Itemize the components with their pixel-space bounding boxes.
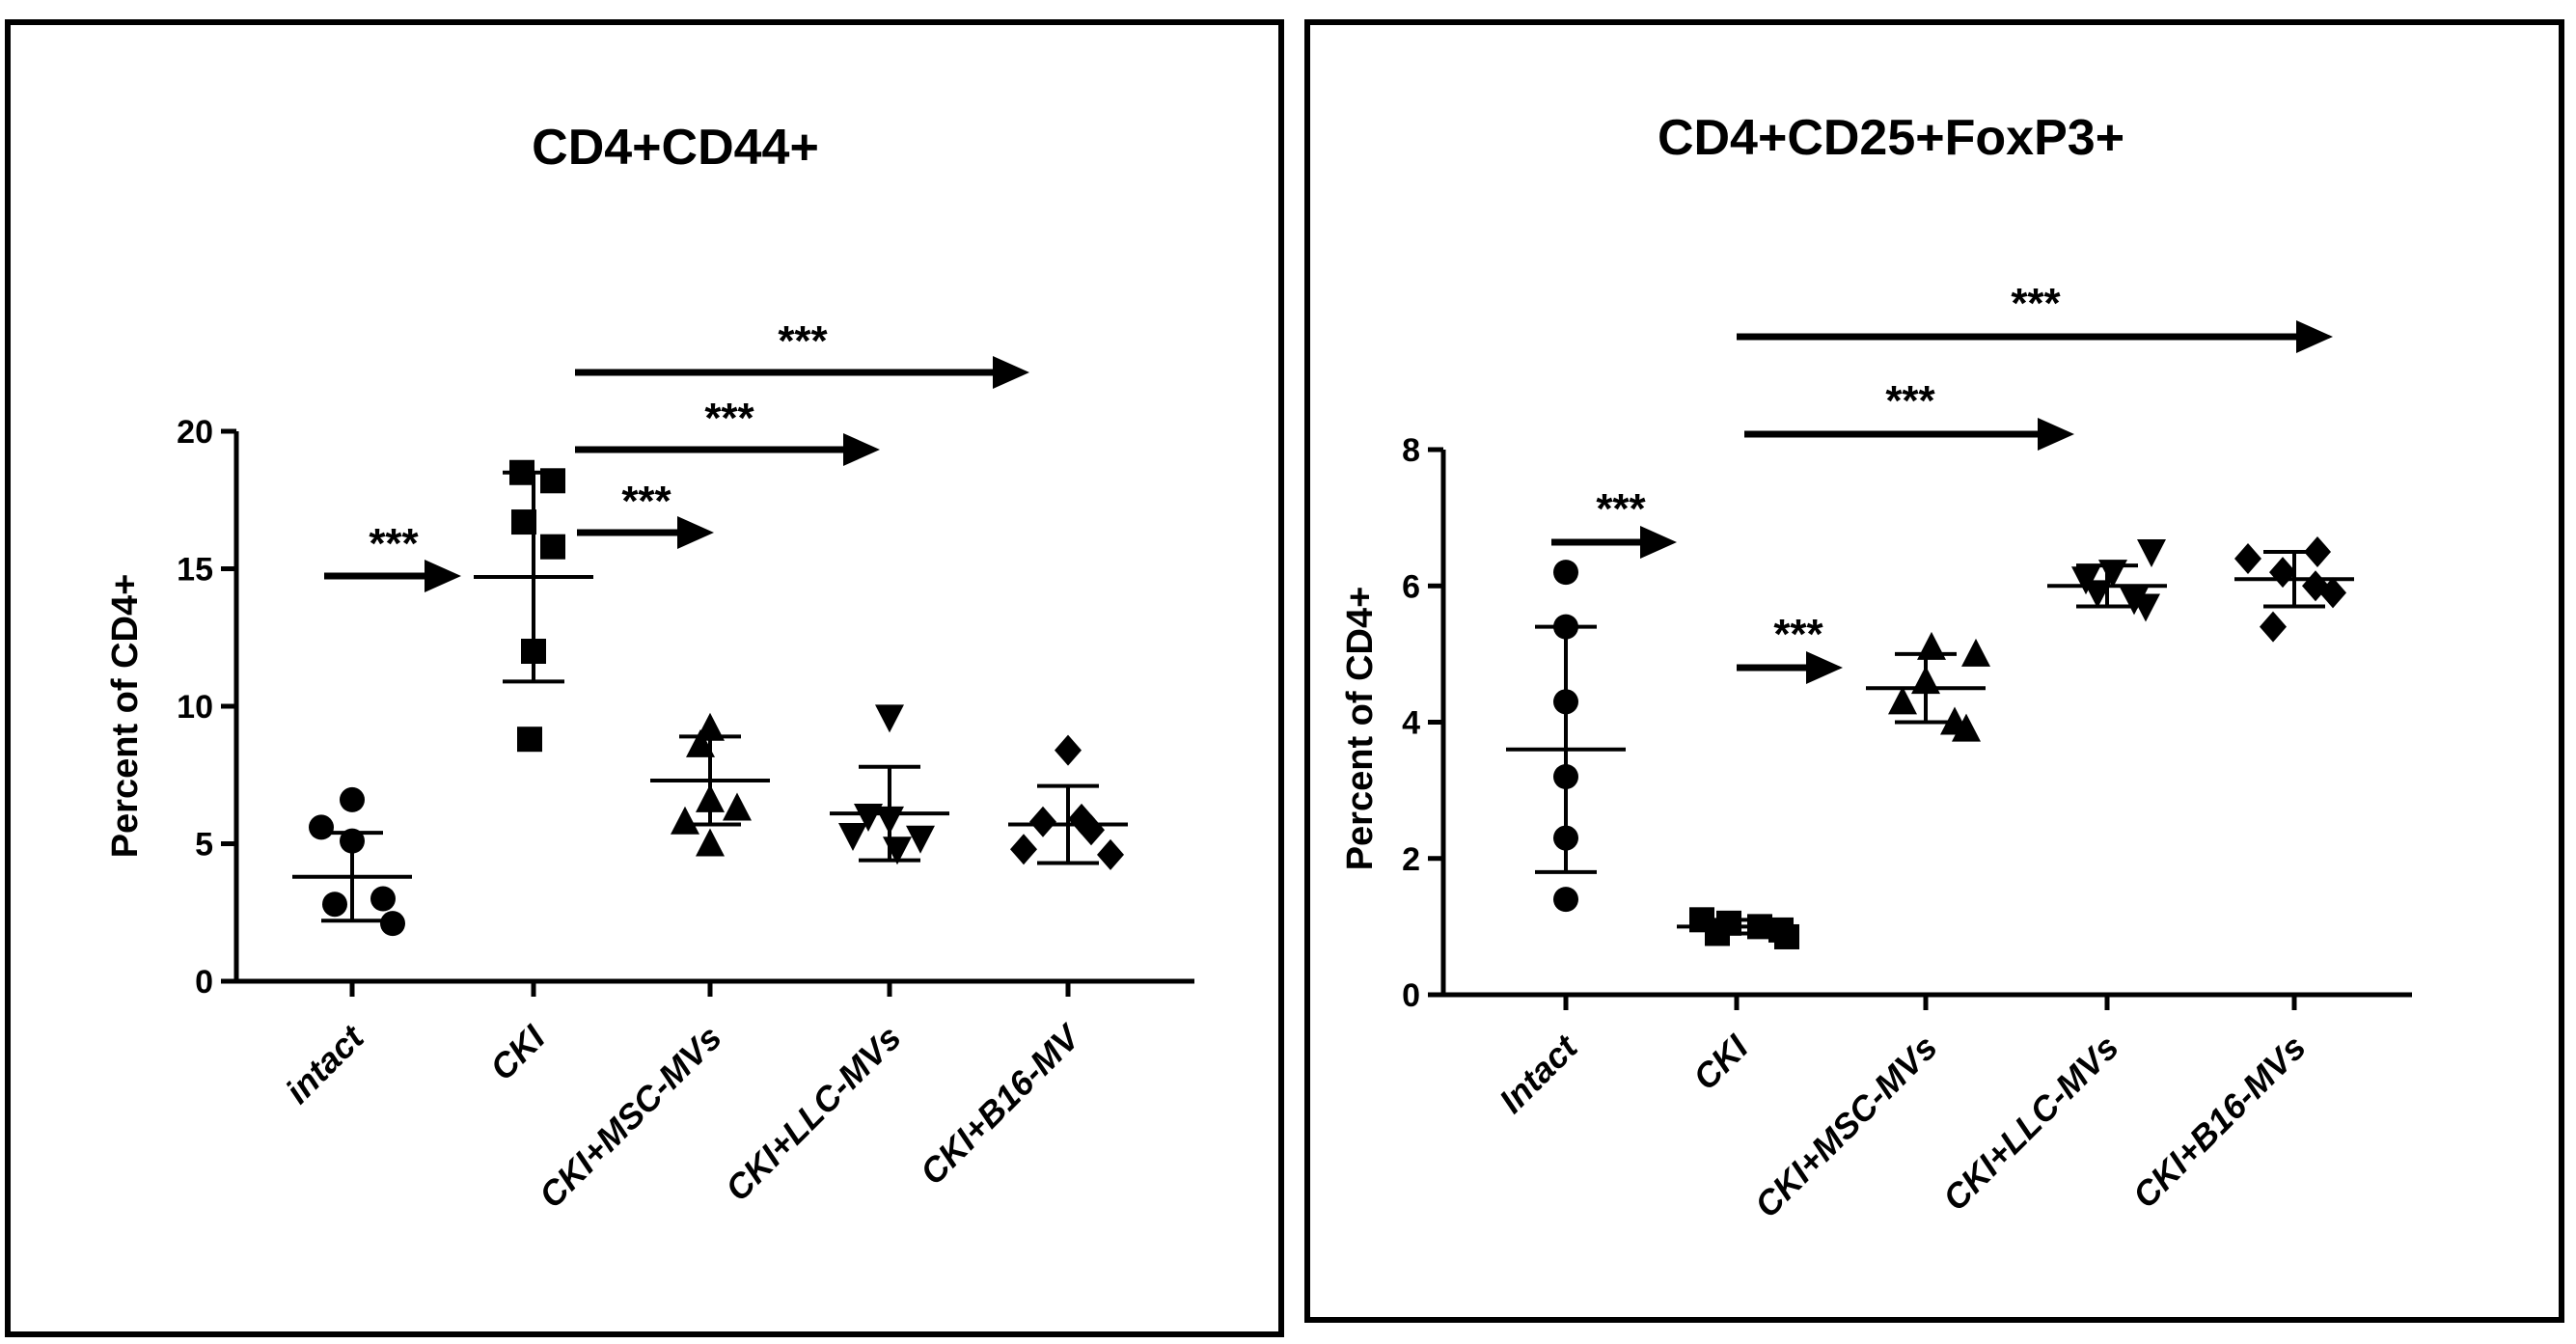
data-point bbox=[1553, 825, 1578, 851]
arrow-head bbox=[993, 356, 1029, 389]
data-point bbox=[875, 806, 904, 835]
y-tick-label: 2 bbox=[1402, 841, 1420, 878]
data-point bbox=[696, 712, 725, 741]
data-point bbox=[2083, 580, 2112, 609]
data-point bbox=[540, 468, 565, 494]
data-point bbox=[1553, 560, 1578, 586]
arrow-head bbox=[1640, 526, 1677, 559]
data-point bbox=[1774, 923, 1799, 949]
data-point bbox=[2304, 535, 2331, 567]
data-point bbox=[1917, 631, 1946, 660]
data-point bbox=[1952, 713, 1981, 742]
data-point bbox=[1553, 764, 1578, 789]
data-point bbox=[309, 814, 334, 840]
data-point bbox=[686, 728, 715, 757]
data-point bbox=[1961, 638, 1990, 667]
data-point bbox=[1010, 834, 1037, 865]
data-point bbox=[1888, 686, 1917, 715]
data-point bbox=[1029, 806, 1056, 837]
x-tick-label: CKI+B16-MVs bbox=[2124, 1028, 2313, 1216]
x-tick-label: Intact bbox=[1492, 1026, 1586, 1120]
data-point bbox=[340, 786, 365, 812]
x-tick-label: CKI+LLC-MVs bbox=[1935, 1028, 2126, 1219]
data-point bbox=[1553, 614, 1578, 640]
significance-label: *** bbox=[778, 317, 828, 365]
significance-label: *** bbox=[1885, 377, 1935, 425]
data-point bbox=[540, 534, 565, 560]
data-point bbox=[511, 509, 536, 535]
data-point bbox=[1705, 920, 1730, 946]
significance-label: *** bbox=[369, 520, 419, 567]
x-tick-label: CKI+B16-MV bbox=[913, 1016, 1089, 1193]
y-tick-label: 8 bbox=[1402, 432, 1420, 469]
data-point bbox=[1078, 814, 1105, 846]
chart-title: CD4+CD25+FoxP3+ bbox=[1658, 110, 2124, 166]
panel-frame bbox=[5, 19, 1284, 1337]
y-tick-label: 0 bbox=[1402, 977, 1420, 1014]
data-point bbox=[696, 828, 725, 857]
data-point bbox=[875, 704, 904, 733]
data-point bbox=[2098, 560, 2127, 589]
data-point bbox=[883, 837, 912, 865]
data-point bbox=[1911, 666, 1940, 695]
y-axis-label: Percent of CD4+ bbox=[1340, 587, 1381, 871]
x-tick-label: CKI bbox=[482, 1017, 554, 1088]
data-point bbox=[2131, 593, 2160, 622]
arrow-head bbox=[2038, 418, 2074, 451]
data-point bbox=[2269, 557, 2296, 589]
x-tick-label: CKI+MSC-MVs bbox=[1747, 1028, 1945, 1225]
arrow-head bbox=[425, 560, 461, 592]
data-point bbox=[2137, 538, 2166, 567]
chart-title: CD4+CD44+ bbox=[532, 120, 819, 176]
data-point bbox=[854, 804, 883, 832]
data-point bbox=[671, 806, 699, 835]
data-point bbox=[1553, 689, 1578, 715]
data-point bbox=[521, 639, 546, 664]
data-point bbox=[2260, 611, 2287, 643]
y-tick-label: 5 bbox=[195, 827, 213, 864]
significance-label: *** bbox=[621, 478, 671, 525]
y-tick-label: 20 bbox=[177, 414, 213, 451]
arrow-head bbox=[843, 433, 880, 466]
significance-label: *** bbox=[1596, 485, 1646, 533]
data-point bbox=[2234, 543, 2261, 574]
y-axis-label: Percent of CD4+ bbox=[105, 574, 146, 859]
data-point bbox=[370, 886, 396, 912]
data-point bbox=[723, 792, 752, 821]
y-tick-label: 4 bbox=[1402, 705, 1420, 742]
data-point bbox=[906, 825, 935, 854]
y-tick-label: 0 bbox=[195, 964, 213, 1001]
panel-cd44: CD4+CD44+ Percent of CD4+ 0 5 10 15 20 intact… bbox=[5, 19, 1284, 1337]
arrow-head bbox=[1806, 651, 1843, 684]
data-point bbox=[340, 828, 365, 854]
arrow-head bbox=[677, 516, 714, 549]
data-point bbox=[517, 727, 542, 753]
arrow-head bbox=[2296, 320, 2333, 353]
y-tick-label: 10 bbox=[177, 689, 213, 726]
x-tick-label: CKI+LLC-MVs bbox=[718, 1018, 909, 1209]
panel-frame bbox=[1304, 19, 2564, 1323]
data-point bbox=[509, 459, 534, 485]
significance-label: *** bbox=[704, 395, 754, 442]
data-point bbox=[1055, 734, 1082, 766]
y-tick-label: 6 bbox=[1402, 568, 1420, 605]
significance-label: *** bbox=[1773, 611, 1823, 658]
data-point bbox=[696, 783, 725, 812]
data-point bbox=[1747, 914, 1772, 940]
x-tick-label: CKI+MSC-MVs bbox=[532, 1018, 729, 1216]
data-point bbox=[1097, 838, 1124, 870]
data-point bbox=[322, 891, 347, 918]
plot-area: 0 2 4 6 8 Intact CKICKI+MSC-MVsCKI+LLC-MVsCKI+… bbox=[1402, 280, 2412, 1225]
x-tick-label: CKI bbox=[1685, 1027, 1757, 1098]
data-point bbox=[838, 822, 867, 851]
data-point bbox=[2319, 577, 2346, 609]
panel-foxp3: CD4+CD25+FoxP3+ Percent of CD4+ 0 2 4 6 8 Int… bbox=[1304, 19, 2564, 1323]
data-point bbox=[380, 911, 405, 937]
x-tick-label: intact bbox=[278, 1016, 372, 1111]
data-point bbox=[1553, 887, 1578, 913]
significance-label: *** bbox=[2011, 280, 2061, 327]
y-tick-label: 15 bbox=[177, 552, 213, 589]
